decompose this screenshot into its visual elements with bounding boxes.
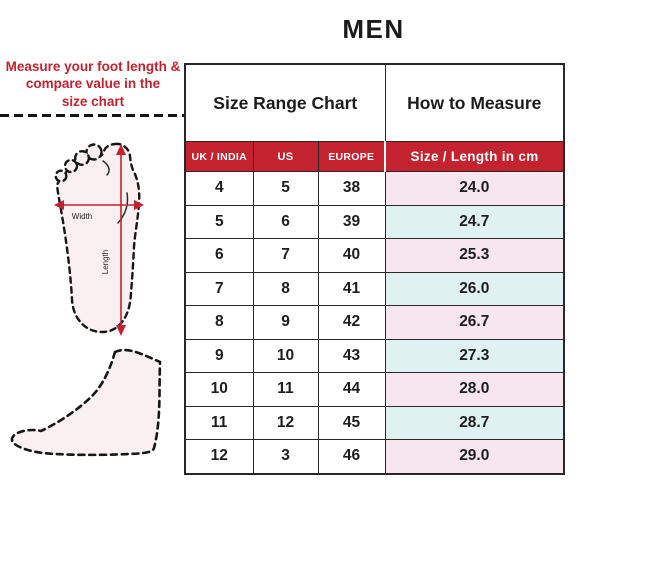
toe-crease-line xyxy=(102,160,110,176)
toe-outline xyxy=(63,158,79,174)
size-table: Size Range Chart How to Measure UK / IND… xyxy=(184,63,566,475)
cell-europe: 38 xyxy=(317,171,386,206)
cell-europe: 42 xyxy=(317,305,386,340)
instruction-line: Measure your foot length & xyxy=(5,59,181,74)
cell-uk-india: 6 xyxy=(184,238,254,273)
table-row: 5 6 39 24.7 xyxy=(184,204,565,239)
cell-uk-india: 4 xyxy=(184,171,254,206)
length-arrow xyxy=(116,144,126,336)
table-row: 6 7 40 25.3 xyxy=(184,238,565,273)
table-row: 12 3 46 29.0 xyxy=(184,439,565,474)
cell-length-cm: 27.3 xyxy=(384,338,565,373)
header-size-range-chart: Size Range Chart xyxy=(184,63,386,142)
cell-europe: 39 xyxy=(317,204,386,239)
dashed-divider xyxy=(0,114,185,117)
cell-length-cm: 25.3 xyxy=(384,238,565,273)
cell-us: 9 xyxy=(252,305,319,340)
instruction-line: size chart xyxy=(61,93,125,109)
length-label: Length xyxy=(101,250,110,274)
cell-us: 12 xyxy=(252,405,319,440)
cell-us: 8 xyxy=(252,271,319,306)
cell-uk-india: 5 xyxy=(184,204,254,239)
col-header-us: US xyxy=(252,141,319,172)
ankle-outline xyxy=(10,348,162,457)
cell-europe: 43 xyxy=(317,338,386,373)
cell-us: 7 xyxy=(252,238,319,273)
width-arrow xyxy=(54,200,144,210)
cell-europe: 40 xyxy=(317,238,386,273)
foot-side-view-illustration xyxy=(10,348,162,457)
table-row: 9 10 43 27.3 xyxy=(184,338,565,373)
foot-crease-line xyxy=(117,192,129,224)
col-header-europe: EUROPE xyxy=(317,141,386,172)
header-how-to-measure: How to Measure xyxy=(384,63,565,142)
width-label: Width xyxy=(72,212,92,221)
table-row: 4 5 38 24.0 xyxy=(184,171,565,206)
col-header-size-length-cm: Size / Length in cm xyxy=(384,141,565,172)
cell-us: 5 xyxy=(252,171,319,206)
cell-uk-india: 10 xyxy=(184,372,254,407)
cell-length-cm: 26.0 xyxy=(384,271,565,306)
table-row: 10 11 44 28.0 xyxy=(184,372,565,407)
cell-uk-india: 11 xyxy=(184,405,254,440)
toe-outline xyxy=(74,149,91,167)
cell-length-cm: 24.0 xyxy=(384,171,565,206)
cell-length-cm: 29.0 xyxy=(384,439,565,474)
cell-uk-india: 12 xyxy=(184,439,254,474)
instruction-line: compare value in the xyxy=(25,76,161,92)
cell-length-cm: 28.0 xyxy=(384,372,565,407)
cell-uk-india: 7 xyxy=(184,271,254,306)
cell-us: 3 xyxy=(252,439,319,474)
cell-us: 11 xyxy=(252,372,319,407)
table-row: 8 9 42 26.7 xyxy=(184,305,565,340)
measure-instruction: Measure your foot length & compare value… xyxy=(0,58,186,110)
cell-length-cm: 24.7 xyxy=(384,204,565,239)
cell-us: 6 xyxy=(252,204,319,239)
table-column-header-row: UK / INDIA US EUROPE Size / Length in cm xyxy=(184,141,565,172)
table-group-header-row: Size Range Chart How to Measure xyxy=(184,63,565,142)
cell-europe: 46 xyxy=(317,439,386,474)
cell-length-cm: 28.7 xyxy=(384,405,565,440)
cell-length-cm: 26.7 xyxy=(384,305,565,340)
toe-outline xyxy=(54,169,68,183)
cell-europe: 41 xyxy=(317,271,386,306)
col-header-uk-india: UK / INDIA xyxy=(184,141,254,172)
cell-uk-india: 8 xyxy=(184,305,254,340)
table-row: 7 8 41 26.0 xyxy=(184,271,565,306)
cell-us: 10 xyxy=(252,338,319,373)
cell-europe: 45 xyxy=(317,405,386,440)
page-title: MEN xyxy=(342,14,405,44)
cell-uk-india: 9 xyxy=(184,338,254,373)
foot-top-view-illustration: Width Length xyxy=(54,142,144,336)
table-row: 11 12 45 28.7 xyxy=(184,405,565,440)
cell-europe: 44 xyxy=(317,372,386,407)
foot-outline xyxy=(55,142,141,334)
